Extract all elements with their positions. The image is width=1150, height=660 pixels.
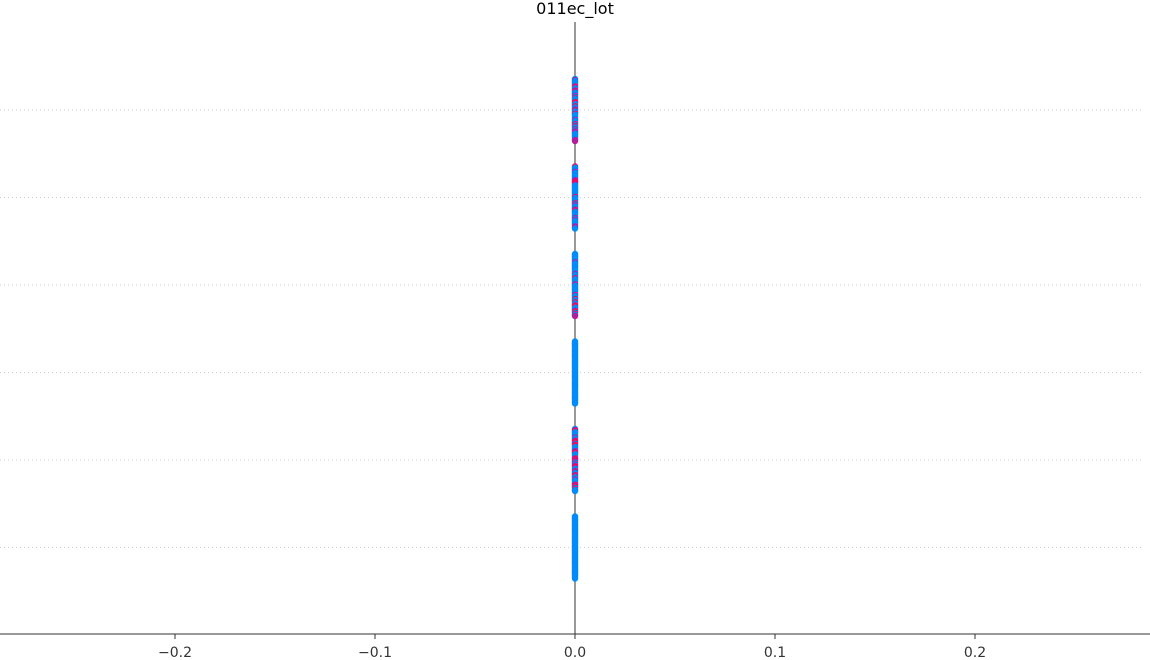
data-point bbox=[571, 487, 579, 495]
x-tick-label: −0.1 bbox=[358, 645, 392, 660]
data-point bbox=[571, 575, 579, 582]
x-tick-label: −0.2 bbox=[158, 645, 192, 660]
data-point bbox=[571, 312, 579, 320]
data-point bbox=[571, 400, 579, 407]
x-axis-ticks: −0.2 −0.1 0.0 0.1 0.2 bbox=[158, 634, 986, 660]
dot-strips bbox=[571, 75, 579, 582]
data-point bbox=[571, 225, 579, 232]
x-tick-label: 0.1 bbox=[764, 645, 786, 660]
data-point bbox=[571, 137, 579, 145]
x-tick-label: 0.0 bbox=[564, 645, 586, 660]
x-tick-label: 0.2 bbox=[964, 645, 986, 660]
chart-title: 011ec_lot bbox=[536, 0, 614, 19]
grid-lines bbox=[0, 109, 1143, 548]
